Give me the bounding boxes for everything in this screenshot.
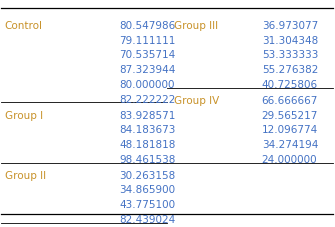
Text: Group II: Group II [5,171,46,181]
Text: Group III: Group III [174,21,218,31]
Text: Control: Control [5,21,43,31]
Text: 70.535714: 70.535714 [119,50,176,60]
Text: 34.865900: 34.865900 [119,185,175,195]
Text: 43.775100: 43.775100 [119,200,175,210]
Text: 12.096774: 12.096774 [262,125,318,135]
Text: Group IV: Group IV [174,96,219,106]
Text: 79.111111: 79.111111 [119,36,176,46]
Text: 48.181818: 48.181818 [119,140,176,150]
Text: 29.565217: 29.565217 [262,111,318,121]
Text: 36.973077: 36.973077 [262,21,318,31]
Text: 84.183673: 84.183673 [119,125,176,135]
Text: 53.333333: 53.333333 [262,50,318,60]
Text: Group I: Group I [5,111,43,121]
Text: 30.263158: 30.263158 [119,171,176,181]
Text: 66.666667: 66.666667 [262,96,318,106]
Text: 80.547986: 80.547986 [119,21,176,31]
Text: 98.461538: 98.461538 [119,155,176,165]
Text: 80.000000: 80.000000 [119,80,175,90]
Text: 82.439024: 82.439024 [119,215,176,225]
Text: 31.304348: 31.304348 [262,36,318,46]
Text: 40.725806: 40.725806 [262,80,318,90]
Text: 24.000000: 24.000000 [262,155,317,165]
Text: 82.222222: 82.222222 [119,95,176,105]
Text: 87.323944: 87.323944 [119,65,176,75]
Text: 55.276382: 55.276382 [262,65,318,75]
Text: 34.274194: 34.274194 [262,140,318,150]
Text: 83.928571: 83.928571 [119,111,176,121]
